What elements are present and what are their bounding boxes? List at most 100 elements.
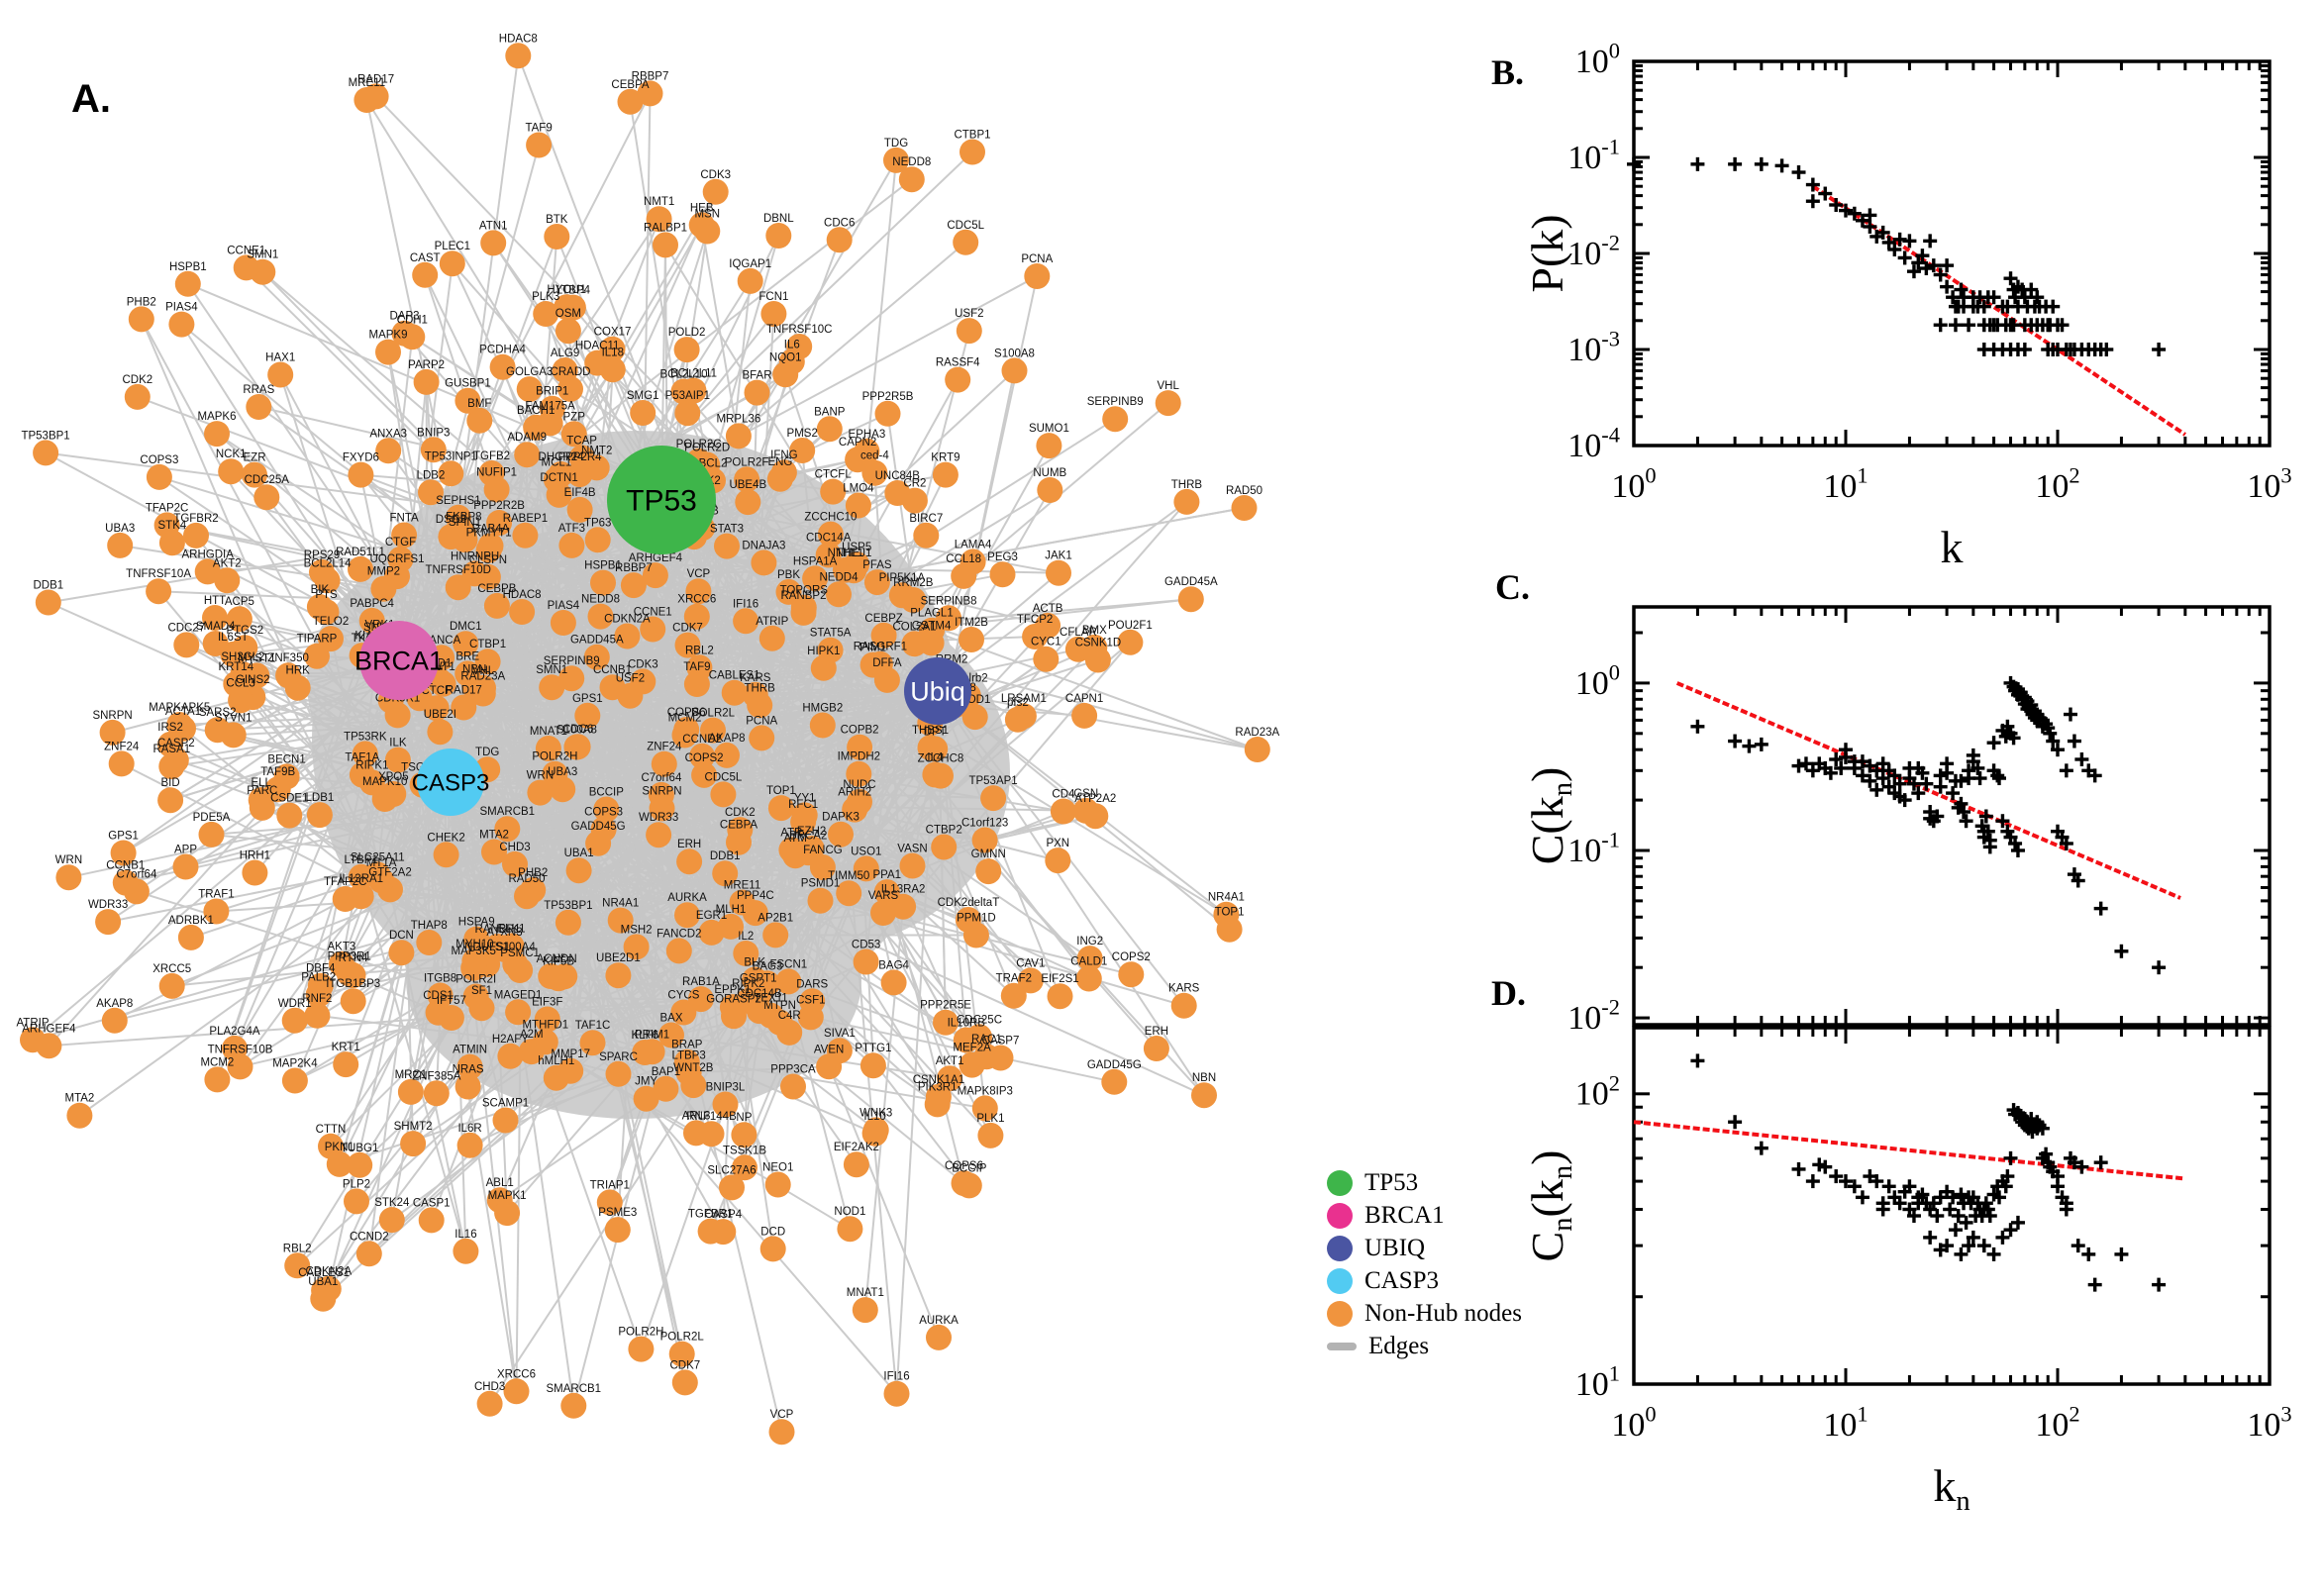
gene-node	[486, 510, 513, 536]
svg-text:CDK2: CDK2	[725, 807, 756, 819]
gene-node	[605, 1060, 632, 1087]
svg-text:ACP5: ACP5	[225, 596, 254, 608]
gene-node	[1046, 559, 1071, 586]
gene-node	[333, 1051, 359, 1078]
fit-line	[1675, 681, 2181, 900]
gene-node	[157, 731, 184, 757]
svg-text:KRT1: KRT1	[332, 1042, 360, 1053]
gene-node	[933, 1009, 959, 1036]
svg-text:NQO1: NQO1	[769, 351, 802, 363]
gene-node	[95, 909, 122, 936]
svg-text:POLR2H: POLR2H	[532, 751, 577, 763]
svg-text:RAD23A: RAD23A	[460, 671, 505, 683]
gene-node	[689, 743, 716, 769]
gene-node	[418, 479, 444, 506]
gene-node	[427, 719, 454, 746]
svg-text:DDB1: DDB1	[33, 580, 63, 592]
svg-text:WNT2B: WNT2B	[673, 1062, 714, 1074]
svg-text:AKAP8: AKAP8	[96, 998, 133, 1010]
nonhub-node-icon	[1327, 1301, 1353, 1327]
svg-text:COPS2: COPS2	[1112, 951, 1151, 963]
svg-text:PIM1: PIM1	[859, 643, 886, 654]
svg-text:DMC1: DMC1	[450, 621, 482, 633]
gene-node	[354, 87, 380, 113]
svg-text:BRIP1: BRIP1	[536, 386, 568, 398]
gene-node	[797, 1004, 824, 1031]
svg-text:LDB2: LDB2	[417, 469, 446, 481]
gene-node	[1047, 983, 1073, 1010]
svg-text:TUBG1: TUBG1	[341, 1143, 378, 1154]
svg-text:NBN: NBN	[462, 663, 486, 675]
ubiq-hub-icon	[1327, 1236, 1353, 1261]
gene-node	[466, 407, 493, 434]
gene-node	[507, 957, 534, 983]
svg-text:PARC: PARC	[247, 785, 277, 797]
svg-text:hMLH1: hMLH1	[538, 1055, 574, 1067]
gene-node	[789, 438, 816, 463]
svg-text:PRIM1: PRIM1	[635, 1029, 669, 1041]
panel-label-c: C.	[1495, 567, 1530, 607]
svg-text:IFI16: IFI16	[733, 598, 758, 610]
gene-node	[384, 747, 411, 773]
svg-text:TP53AP1: TP53AP1	[968, 775, 1017, 787]
svg-text:GADD45G: GADD45G	[571, 821, 626, 833]
svg-text:FCN1: FCN1	[758, 291, 788, 303]
gene-node	[550, 610, 576, 636]
svg-text:NUMB: NUMB	[1033, 467, 1066, 479]
legend-label: CASP3	[1364, 1267, 1440, 1294]
gene-node	[1035, 612, 1061, 639]
gene-node	[815, 542, 842, 568]
svg-text:EPPK1: EPPK1	[714, 984, 751, 996]
svg-text:KLF6: KLF6	[632, 1030, 659, 1042]
svg-text:HAX1: HAX1	[265, 352, 295, 364]
gene-node	[445, 574, 471, 601]
gene-node	[460, 954, 487, 981]
svg-text:CASP4: CASP4	[704, 1209, 742, 1221]
svg-text:TGFBR1: TGFBR1	[688, 1209, 733, 1221]
svg-text:ATN1: ATN1	[479, 220, 508, 232]
gene-node	[590, 569, 616, 596]
svg-text:RASGRF1: RASGRF1	[854, 642, 907, 653]
svg-text:HSPB1: HSPB1	[169, 261, 207, 273]
gene-node	[352, 741, 378, 767]
svg-text:DHCR24: DHCR24	[538, 451, 584, 463]
svg-text:POLD2: POLD2	[668, 327, 706, 339]
gene-node	[387, 546, 414, 572]
svg-text:102: 102	[2035, 463, 2079, 505]
legend: TP53 BRCA1 UBIQ CASP3 Non-Hub nodes Edge…	[1327, 1169, 1522, 1359]
svg-text:DBF4: DBF4	[306, 963, 336, 975]
svg-text:PHB2: PHB2	[127, 296, 156, 308]
gene-node	[107, 532, 134, 558]
svg-text:ADRBK1: ADRBK1	[168, 915, 214, 927]
svg-text:HDAC11: HDAC11	[575, 341, 620, 352]
svg-text:AURKA: AURKA	[919, 1315, 959, 1327]
gene-node	[630, 400, 656, 426]
gene-node	[1010, 703, 1037, 730]
svg-text:BRAP: BRAP	[671, 1040, 703, 1051]
gene-node	[901, 487, 928, 514]
svg-text:TP53RK: TP53RK	[344, 731, 387, 743]
svg-text:ATF3: ATF3	[558, 523, 585, 535]
svg-text:MRPL36: MRPL36	[717, 413, 761, 425]
svg-text:CDC6: CDC6	[562, 724, 593, 736]
svg-text:PPP2R4: PPP2R4	[557, 451, 602, 463]
svg-text:HIPK1: HIPK1	[807, 646, 840, 657]
gene-node	[775, 968, 802, 995]
gene-node	[931, 834, 958, 860]
gene-node	[844, 551, 870, 577]
gene-node	[632, 1040, 658, 1065]
gene-node	[966, 1024, 992, 1050]
gene-node	[890, 893, 917, 920]
svg-text:TGFBR2: TGFBR2	[173, 513, 218, 525]
svg-text:AKT1: AKT1	[936, 1055, 964, 1067]
svg-text:PLK3: PLK3	[532, 291, 559, 303]
svg-text:IRS2: IRS2	[157, 722, 183, 734]
gene-node	[202, 605, 228, 631]
svg-text:CASP7: CASP7	[982, 1036, 1020, 1047]
svg-text:IL13RA1: IL13RA1	[339, 873, 383, 885]
svg-text:IFI16: IFI16	[883, 1371, 909, 1383]
svg-text:CDKN2A: CDKN2A	[604, 614, 651, 626]
svg-text:SERPINB9: SERPINB9	[1087, 396, 1144, 408]
gene-node	[281, 1067, 308, 1094]
gene-node	[348, 461, 374, 488]
